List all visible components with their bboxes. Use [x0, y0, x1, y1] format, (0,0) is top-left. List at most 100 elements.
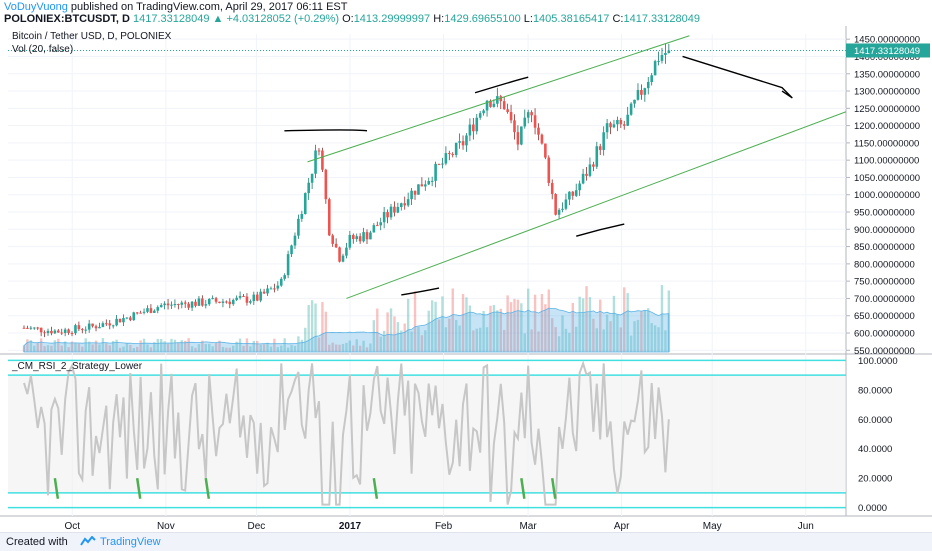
volume-bar — [393, 316, 396, 352]
volume-bar — [382, 330, 386, 352]
volume-bar — [605, 314, 609, 352]
volume-bar — [238, 338, 242, 352]
volume-bar — [434, 301, 437, 352]
volume-bar — [290, 344, 293, 352]
candle-body — [214, 298, 218, 302]
volume-bar — [170, 338, 173, 352]
candle-body — [657, 60, 660, 62]
volume-bar — [33, 345, 36, 352]
candle-body — [365, 232, 369, 240]
candle-body — [207, 298, 211, 305]
candle-body — [537, 127, 540, 135]
volume-bar — [228, 347, 231, 352]
candle-body — [616, 119, 619, 125]
author-link[interactable]: VoDuyVuong — [4, 1, 68, 13]
candle-body — [454, 142, 458, 155]
volume-bar — [53, 340, 57, 352]
candle-body — [74, 325, 77, 334]
volume-bar — [187, 338, 190, 352]
candle-body — [619, 119, 623, 125]
volume-bar — [465, 297, 468, 352]
volume-bar — [499, 308, 502, 352]
volume-bar — [492, 305, 496, 352]
chart-area[interactable]: 1450.000000001400.000000001350.000000001… — [0, 26, 932, 532]
chart-header: VoDuyVuong published on TradingView.com,… — [0, 0, 932, 26]
candle-body — [153, 310, 156, 313]
volume-bar — [489, 305, 492, 352]
candle-body — [118, 318, 122, 323]
price-tick-label: 1000.00000000 — [854, 190, 920, 201]
candle-body — [427, 181, 431, 185]
volume-bar — [321, 302, 324, 352]
volume-bar — [173, 339, 177, 352]
volume-bar — [46, 345, 50, 352]
volume-bar — [650, 323, 653, 352]
volume-bar — [146, 344, 149, 352]
price-tick-label: 800.00000000 — [854, 259, 915, 270]
candle-body — [643, 88, 647, 95]
candle-body — [424, 184, 427, 187]
volume-bar — [293, 345, 297, 352]
rsi-signal-mark — [550, 477, 557, 499]
candle-body — [386, 212, 389, 218]
candle-body — [396, 207, 400, 213]
candle-body — [561, 208, 564, 210]
volume-bar — [568, 332, 571, 352]
candle-body — [177, 303, 180, 305]
candle-body — [448, 153, 451, 155]
candle-body — [413, 190, 417, 195]
candle-body — [122, 318, 125, 323]
volume-bar — [266, 342, 269, 352]
volume-bar — [585, 286, 588, 352]
rsi-signal-mark — [372, 477, 379, 499]
candle-body — [513, 120, 516, 133]
candle-body — [146, 308, 149, 312]
candle-body — [626, 114, 629, 126]
candle-body — [554, 193, 557, 215]
volume-bar — [81, 346, 84, 352]
candle-body — [389, 206, 393, 218]
candle-body — [22, 327, 26, 329]
candle-body — [276, 285, 280, 289]
volume-bar — [235, 341, 238, 352]
volume-bar — [208, 343, 211, 352]
footer: Created with TradingView — [0, 532, 932, 551]
candle-body — [218, 301, 221, 303]
volume-bar — [530, 329, 533, 352]
candle-body — [516, 132, 520, 145]
volume-bar — [39, 338, 43, 352]
volume-bar — [358, 345, 362, 352]
candle-body — [63, 329, 67, 334]
time-tick-label: Mar — [519, 521, 537, 532]
volume-bar — [406, 298, 410, 352]
volume-bar — [599, 299, 602, 352]
candle-body — [228, 301, 232, 305]
rsi-signal-mark — [204, 477, 211, 499]
volume-bar — [609, 321, 612, 352]
tradingview-link[interactable]: TradingView — [100, 536, 161, 548]
volume-bar — [468, 305, 472, 352]
candle-body — [602, 132, 605, 150]
candle-body — [437, 163, 441, 165]
volume-bar — [461, 294, 465, 352]
candle-body — [348, 234, 352, 248]
volume-bar — [125, 343, 129, 352]
volume-bar — [513, 298, 516, 352]
volume-bar — [218, 340, 221, 352]
volume-bar — [557, 336, 561, 352]
candle-body — [259, 291, 262, 301]
volume-bar — [314, 303, 317, 352]
candle-body — [98, 326, 101, 329]
volume-bar — [523, 333, 526, 352]
candle-body — [588, 164, 592, 176]
candle-body — [592, 164, 595, 167]
candle-body — [57, 330, 60, 333]
candle-body — [142, 311, 146, 313]
volume-bar — [444, 327, 448, 352]
price-tick-label: 1100.00000000 — [854, 156, 919, 167]
volume-bar — [540, 293, 544, 352]
volume-bar — [280, 345, 283, 352]
volume-bar — [249, 346, 252, 352]
candle-body — [314, 150, 317, 174]
candle-body — [125, 317, 129, 319]
